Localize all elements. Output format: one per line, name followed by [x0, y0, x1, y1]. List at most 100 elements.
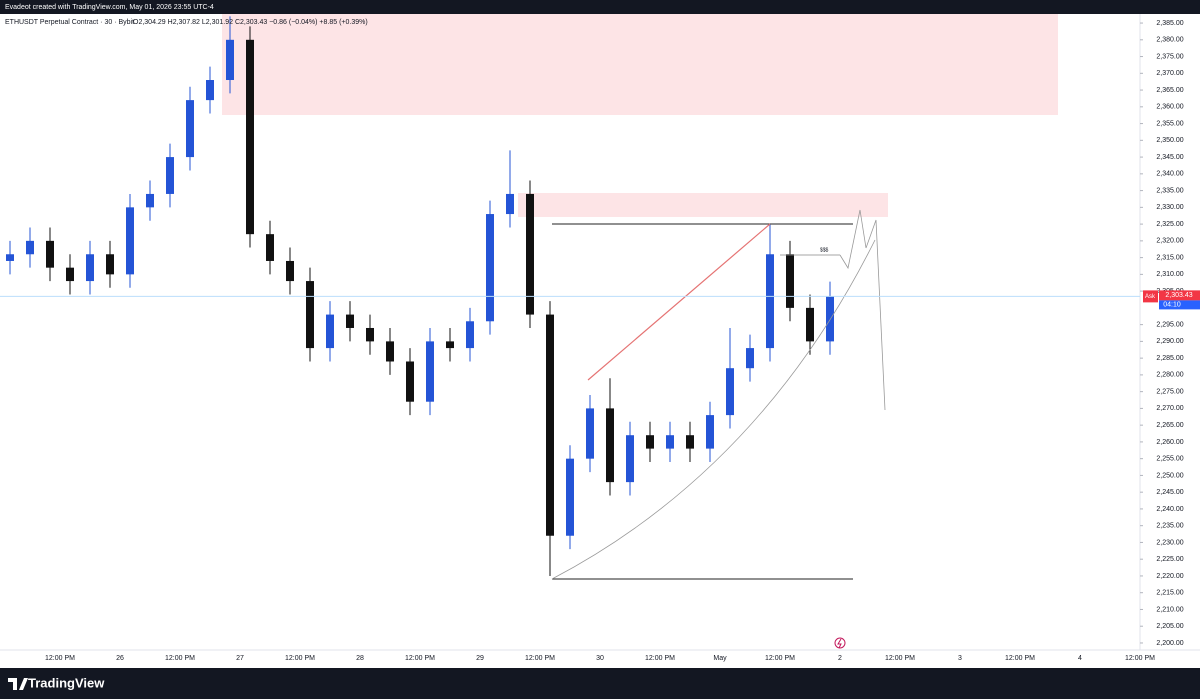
event-icon: [834, 637, 846, 649]
y-tick-label: 2,235.00: [1156, 523, 1183, 530]
x-tick-label: 12:00 PM: [525, 655, 555, 662]
y-tick-label: 2,200.00: [1156, 640, 1183, 647]
y-tick-label: 2,225.00: [1156, 556, 1183, 563]
event-icon: [837, 638, 842, 649]
x-tick-label: 12:00 PM: [885, 655, 915, 662]
candle-body: [726, 368, 734, 416]
y-tick-label: 2,290.00: [1156, 338, 1183, 345]
candle-body: [546, 314, 554, 536]
tag-box: [1143, 290, 1158, 303]
candle-body: [526, 193, 534, 315]
candle-body: [26, 240, 34, 255]
y-tick-label: 2,325.00: [1156, 221, 1183, 228]
y-tick-label: 2,240.00: [1156, 506, 1183, 513]
candle-body: [666, 435, 674, 449]
x-tick-label: 12:00 PM: [1005, 655, 1035, 662]
candle-body: [646, 435, 654, 449]
countdown: 04:10: [1163, 302, 1181, 309]
candle-body: [486, 214, 494, 322]
candle-body: [306, 281, 314, 349]
y-tick-label: 2,265.00: [1156, 422, 1183, 429]
x-tick-label: 28: [356, 655, 364, 662]
y-tick-label: 2,245.00: [1156, 489, 1183, 496]
y-tick-label: 2,275.00: [1156, 388, 1183, 395]
y-tick-label: 2,270.00: [1156, 405, 1183, 412]
x-tick-label: 26: [116, 655, 124, 662]
candle-body: [86, 254, 94, 282]
candle-body: [286, 260, 294, 282]
candle-body: [566, 458, 574, 536]
y-tick-label: 2,355.00: [1156, 120, 1183, 127]
last-price-label: 2,303.43: [1165, 292, 1192, 299]
candle-body: [586, 408, 594, 459]
x-tick-label: 12:00 PM: [765, 655, 795, 662]
x-tick-label: 4: [1078, 655, 1082, 662]
x-tick-label: May: [713, 655, 727, 662]
y-tick-label: 2,370.00: [1156, 70, 1183, 77]
y-tick-label: 2,250.00: [1156, 472, 1183, 479]
price-box: [1159, 290, 1200, 301]
supply-zone: [222, 14, 1058, 115]
candle-body: [466, 321, 474, 349]
candle-body: [786, 254, 794, 308]
y-tick-label: 2,310.00: [1156, 271, 1183, 278]
ohlc-legend: O2,304.29 H2,307.82 L2,301.92 C2,303.43 …: [133, 19, 368, 26]
candle-body: [826, 296, 834, 342]
x-tick-label: 12:00 PM: [1125, 655, 1155, 662]
credit: Evadeot created with TradingView.com, Ma…: [5, 4, 214, 11]
y-tick-label: 2,210.00: [1156, 606, 1183, 613]
candle-body: [266, 234, 274, 261]
x-tick-label: 29: [476, 655, 484, 662]
y-tick-label: 2,295.00: [1156, 321, 1183, 328]
x-tick-label: 12:00 PM: [165, 655, 195, 662]
y-tick-label: 2,280.00: [1156, 372, 1183, 379]
y-tick-label: 2,230.00: [1156, 539, 1183, 546]
footer-bar: [0, 668, 1200, 699]
candle-body: [606, 408, 614, 483]
y-tick-label: 2,340.00: [1156, 171, 1183, 178]
candle-body: [446, 341, 454, 349]
candle-body: [406, 361, 414, 402]
candle-body: [46, 240, 54, 268]
x-tick-label: 12:00 PM: [645, 655, 675, 662]
x-tick-label: 12:00 PM: [285, 655, 315, 662]
x-tick-label: 2: [838, 655, 842, 662]
y-tick-label: 2,330.00: [1156, 204, 1183, 211]
projection: [839, 209, 886, 411]
y-tick-label: 2,285.00: [1156, 355, 1183, 362]
candle-body: [766, 254, 774, 349]
candle-body: [126, 207, 134, 275]
x-tick-label: 12:00 PM: [405, 655, 435, 662]
brand: TradingView: [28, 675, 105, 690]
candle-body: [206, 80, 214, 101]
x-tick-label: 30: [596, 655, 604, 662]
y-tick-label: 2,380.00: [1156, 37, 1183, 44]
header-bar: [0, 0, 1200, 14]
price-tag: Ask: [1145, 294, 1156, 300]
y-tick-label: 2,260.00: [1156, 439, 1183, 446]
symbol: ETHUSDT Perpetual Contract · 30 · Bybit: [5, 19, 134, 26]
supply-zone: [518, 193, 888, 217]
annotation: $$$: [820, 247, 829, 253]
curve: [551, 239, 876, 580]
candle-body: [186, 100, 194, 158]
candle-body: [146, 193, 154, 208]
candle-body: [626, 435, 634, 483]
x-tick-label: 3: [958, 655, 962, 662]
logo: [8, 678, 28, 690]
candle-body: [106, 254, 114, 275]
candle-body: [326, 314, 334, 349]
candle-body: [346, 314, 354, 328]
countdown-box: [1159, 300, 1200, 310]
candle-body: [366, 327, 374, 342]
candle-body: [386, 341, 394, 362]
candle-body: [746, 348, 754, 369]
candle-body: [226, 39, 234, 81]
candle-body: [166, 157, 174, 194]
candle-body: [706, 415, 714, 449]
candle-body: [686, 435, 694, 449]
y-tick-label: 2,365.00: [1156, 87, 1183, 94]
y-tick-label: 2,255.00: [1156, 456, 1183, 463]
candle-body: [806, 307, 814, 342]
